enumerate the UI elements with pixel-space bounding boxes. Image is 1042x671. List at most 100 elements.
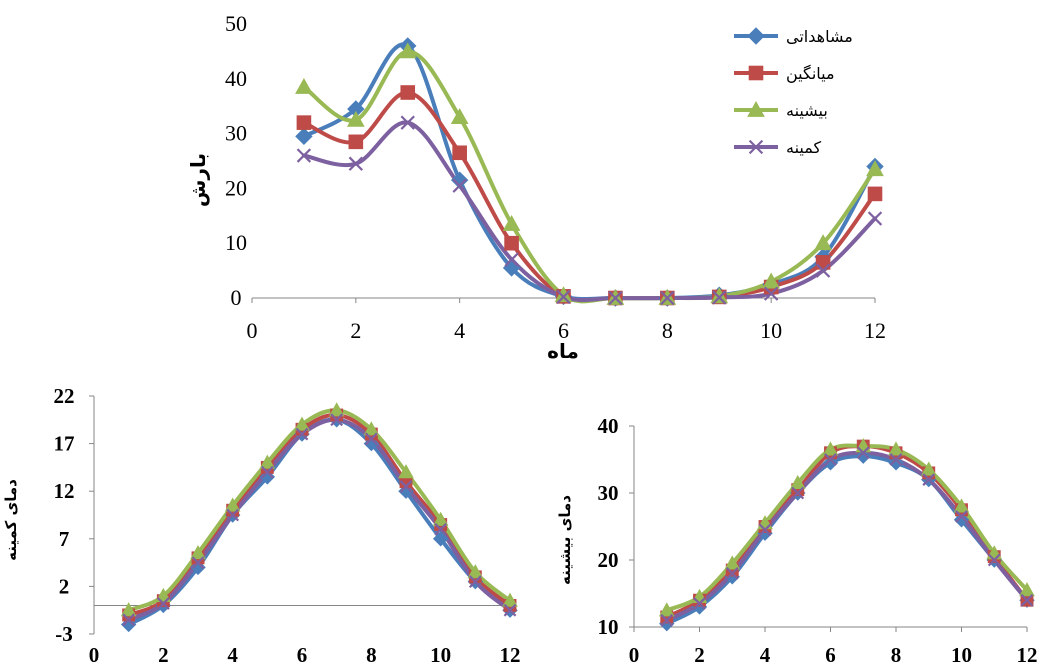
precip-x-tick-label: 8 xyxy=(662,318,673,343)
tmin-point-max xyxy=(502,592,518,607)
precip-point-observed xyxy=(295,127,313,146)
tmin-point-max xyxy=(432,511,449,526)
precip-x-tick-label: 6 xyxy=(558,318,569,343)
legend-marker-min xyxy=(748,139,764,155)
tmax-x-tick-label: 0 xyxy=(629,643,640,667)
tmin-series-points-observed xyxy=(120,412,518,633)
tmax-point-observed xyxy=(953,512,970,528)
tmin-point-max xyxy=(259,454,276,469)
precip-point-min xyxy=(452,178,467,193)
tmax-point-min xyxy=(725,567,739,580)
tmax-point-max xyxy=(658,602,675,617)
tmax-x-tick-label: 10 xyxy=(951,643,972,667)
precip-y-tick-label: 30 xyxy=(225,121,247,146)
tmax-point-min xyxy=(987,553,1001,567)
tmax-point-max xyxy=(888,441,904,456)
tmin-point-min xyxy=(191,556,205,569)
tmax-point-max xyxy=(724,555,741,570)
legend-label-min: کمینه xyxy=(786,138,821,157)
precip-x-tick-label: 12 xyxy=(864,318,886,343)
precip-point-min xyxy=(296,148,312,163)
tmax-point-observed xyxy=(888,455,904,471)
tmin-x-tick-label: 10 xyxy=(430,643,451,667)
tmax-point-max xyxy=(789,474,806,490)
tmin-y-tick-label: 22 xyxy=(54,384,75,408)
legend-label-mean: میانگین xyxy=(786,64,835,84)
tmax-x-tick-label: 2 xyxy=(694,643,705,667)
precip-point-max xyxy=(295,77,313,94)
precip-series-points-min xyxy=(296,115,883,306)
tmin-point-min xyxy=(122,613,136,627)
precip-point-max xyxy=(398,42,417,59)
tmax-point-min xyxy=(922,473,936,486)
precip-point-min xyxy=(400,115,415,130)
tmax-y-tick-label: 20 xyxy=(598,548,619,572)
tmax-y-tick-label: 10 xyxy=(598,615,619,639)
legend-marker-observed xyxy=(747,27,765,45)
precip-y-axis-label: بارش xyxy=(186,153,210,207)
precip-point-max xyxy=(450,108,469,125)
tmin-point-max xyxy=(190,545,206,560)
tmax-point-observed xyxy=(855,448,871,464)
tmax-y-axis-label: دمای بیشینه xyxy=(556,495,574,585)
tmax-y-tick-label: 30 xyxy=(598,481,619,505)
tmin-y-tick-label: 17 xyxy=(54,432,75,456)
tmax-point-min xyxy=(824,453,837,466)
tmin-x-tick-label: 8 xyxy=(366,643,377,667)
tmin-point-max xyxy=(328,402,345,417)
precip-point-mean xyxy=(296,115,312,130)
precip-point-mean xyxy=(504,235,519,251)
tmin-point-observed xyxy=(432,531,449,547)
tmin-series-line-observed xyxy=(126,417,512,627)
tmin-series-points-max xyxy=(120,402,518,617)
precip-point-max xyxy=(814,234,832,251)
precip-point-max xyxy=(502,214,521,231)
tmax-point-min xyxy=(693,597,706,610)
tmin-point-min xyxy=(364,432,378,446)
precip-x-tick-label: 2 xyxy=(350,318,361,343)
tmin-point-min xyxy=(295,427,309,441)
tmin-y-tick-label: 7 xyxy=(59,527,70,551)
legend-marker-mean xyxy=(748,65,764,81)
tmin-x-tick-label: 6 xyxy=(297,643,308,667)
precip-point-max xyxy=(866,160,884,177)
tmin-point-min xyxy=(260,465,274,479)
tmax-point-min xyxy=(758,523,772,537)
precip-point-mean xyxy=(400,85,416,100)
precip-point-max xyxy=(554,286,573,303)
precip-x-tick-label: 4 xyxy=(454,318,465,343)
tmin-point-min xyxy=(226,508,240,522)
precip-point-min xyxy=(712,290,727,305)
tmin-y-tick-label: 2 xyxy=(59,574,70,598)
legend: مشاهداتی میانگین بیشینه کمینه xyxy=(734,27,853,157)
tmin-series-points-min xyxy=(122,413,517,627)
precip-point-mean xyxy=(452,145,467,161)
precip-point-max xyxy=(346,110,365,127)
tmin-x-tick-label: 0 xyxy=(89,643,100,667)
tmax-point-min xyxy=(660,613,674,627)
tmin-series-line-min xyxy=(126,417,512,622)
tmax-point-max xyxy=(953,498,970,513)
tmax-y-tick-label: 40 xyxy=(598,414,619,438)
tmax-chart: 10 20 30 40 0 2 4 6 8 10 12 دمای بیشینه xyxy=(556,414,1038,667)
tmin-point-max xyxy=(294,416,310,431)
tmin-x-tick-label: 12 xyxy=(500,643,521,667)
tmin-point-max xyxy=(467,564,484,579)
precip-point-min xyxy=(763,286,779,301)
tmin-point-min xyxy=(468,575,482,589)
tmax-point-min xyxy=(856,446,870,460)
tmin-point-max xyxy=(120,602,137,617)
tmin-point-max xyxy=(363,421,380,436)
precip-point-min xyxy=(556,289,571,305)
tmax-point-observed xyxy=(822,455,839,471)
precip-y-tick-label: 50 xyxy=(225,11,247,36)
precip-point-min xyxy=(660,290,675,306)
tmin-point-max xyxy=(224,497,241,512)
precip-point-max xyxy=(762,272,781,289)
tmin-point-min xyxy=(399,480,413,493)
precip-y-tick-label: 10 xyxy=(225,230,247,255)
precip-x-tick-label: 0 xyxy=(247,318,258,343)
tmin-point-max xyxy=(398,464,414,479)
tmax-point-max xyxy=(920,461,937,476)
